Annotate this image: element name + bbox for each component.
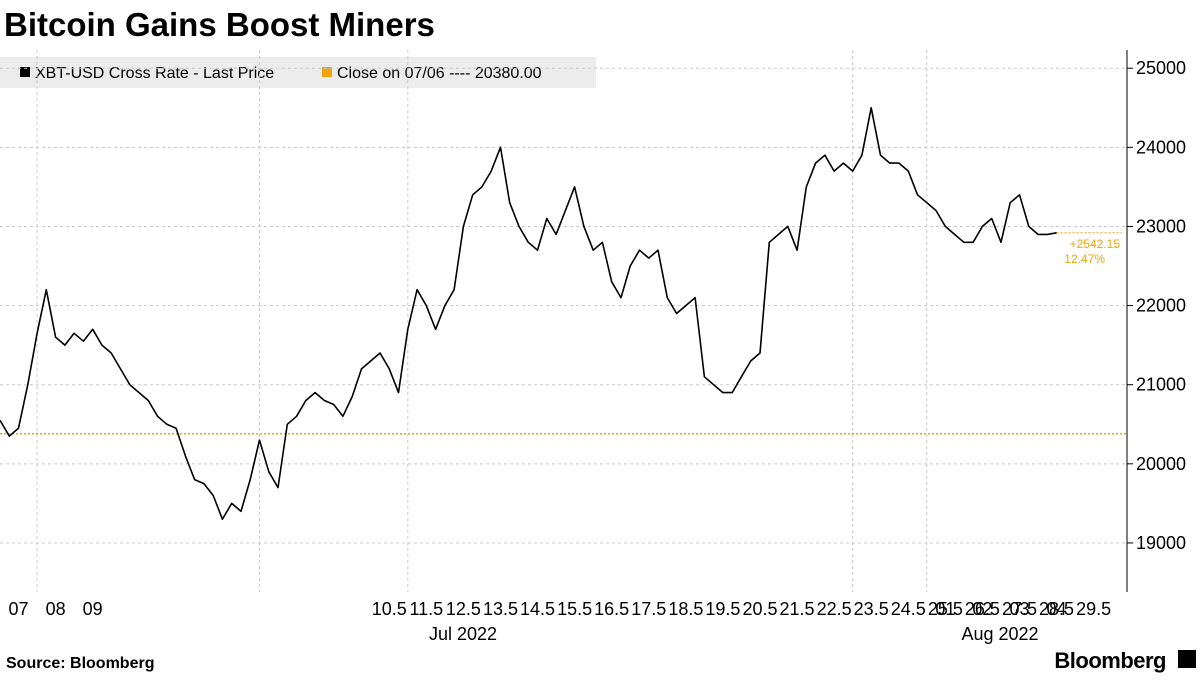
legend-label: Close on 07/06 ---- 20380.00 xyxy=(337,65,542,82)
x-tick-label: 25.5 xyxy=(928,599,963,619)
x-tick-label: 22.5 xyxy=(817,599,852,619)
y-tick-label: 19000 xyxy=(1136,533,1186,553)
legend-box xyxy=(0,57,596,88)
x-tick-label: 21.5 xyxy=(780,599,815,619)
y-tick-label: 23000 xyxy=(1136,216,1186,236)
legend-swatch xyxy=(322,67,332,77)
x-tick-label: 10.5 xyxy=(372,599,407,619)
x-tick-label: 11.5 xyxy=(409,599,443,619)
x-tick-label: 29.5 xyxy=(1076,599,1111,619)
source: Source: Bloomberg xyxy=(6,655,154,672)
price-line xyxy=(0,107,1057,520)
x-tick-label: 04 xyxy=(1047,599,1067,619)
x-tick-label: 24.5 xyxy=(891,599,926,619)
x-tick-label: 19.5 xyxy=(705,599,740,619)
annotation: 12.47% xyxy=(1064,252,1105,266)
x-tick-label: 17.5 xyxy=(631,599,666,619)
x-tick-label: 20.5 xyxy=(742,599,777,619)
x-tick-label: 02 xyxy=(972,599,992,619)
x-tick-label: 23.5 xyxy=(854,599,889,619)
month-label: Aug 2022 xyxy=(961,624,1038,644)
annotation: +2542.15 xyxy=(1070,237,1121,251)
x-tick-label: 09 xyxy=(83,599,103,619)
y-tick-label: 24000 xyxy=(1136,137,1186,157)
month-label: Jul 2022 xyxy=(429,624,497,644)
brand-icon xyxy=(1178,650,1196,668)
x-tick-label: 15.5 xyxy=(557,599,592,619)
x-tick-label: 27.5 xyxy=(1002,599,1037,619)
x-tick-label: 13.5 xyxy=(483,599,518,619)
chart-title: Bitcoin Gains Boost Miners xyxy=(4,6,435,43)
y-tick-label: 21000 xyxy=(1136,375,1186,395)
x-tick-label: 26.5 xyxy=(965,599,1000,619)
brand: Bloomberg xyxy=(1054,648,1166,673)
x-tick-label: 28.5 xyxy=(1039,599,1074,619)
legend-swatch xyxy=(20,67,30,77)
legend-label: XBT-USD Cross Rate - Last Price xyxy=(35,65,274,82)
x-tick-label: 08 xyxy=(46,599,66,619)
y-tick-label: 22000 xyxy=(1136,296,1186,316)
x-tick-label: 01 xyxy=(935,599,955,619)
x-tick-label: 03 xyxy=(1009,599,1029,619)
x-tick-label: 12.5 xyxy=(446,599,481,619)
x-tick-label: 14.5 xyxy=(520,599,555,619)
y-tick-label: 20000 xyxy=(1136,454,1186,474)
x-tick-label: 16.5 xyxy=(594,599,629,619)
x-tick-label: 18.5 xyxy=(668,599,703,619)
x-tick-label: 07 xyxy=(9,599,29,619)
y-tick-label: 25000 xyxy=(1136,58,1186,78)
